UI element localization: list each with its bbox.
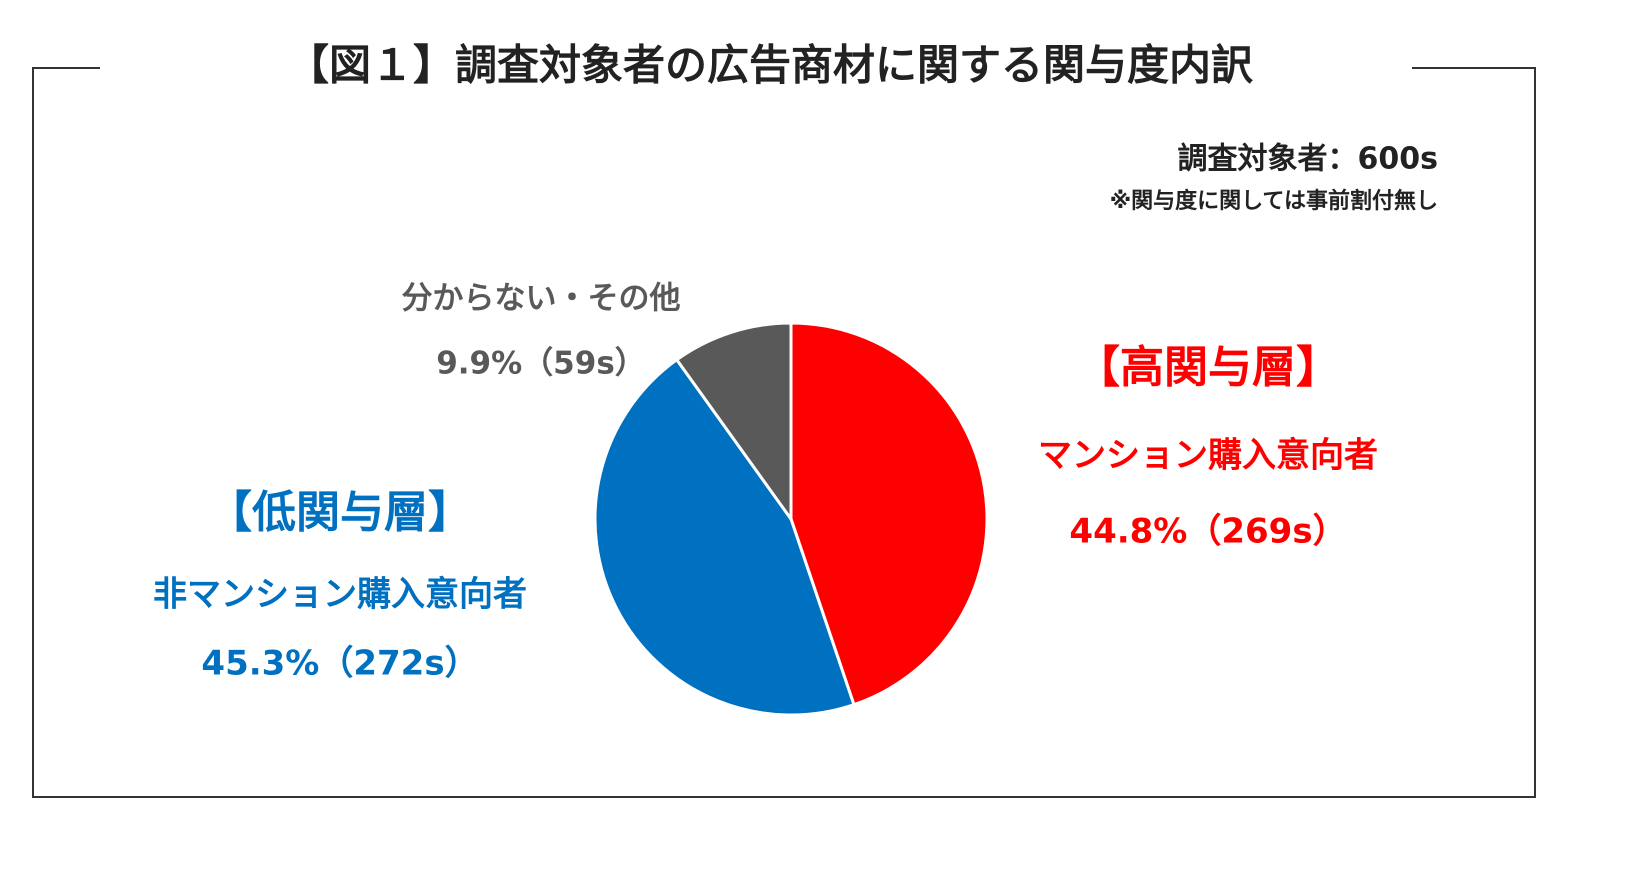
- frame: [32, 67, 1536, 798]
- value-label: 44.8%（269s）: [1069, 512, 1346, 552]
- pie-slice: [674, 321, 793, 524]
- slice-label: マンション購入意向者: [1038, 436, 1378, 476]
- value-label: 45.3%（272s）: [201, 644, 478, 684]
- pie-slice: [789, 321, 989, 707]
- value-label: 9.9%（59s）: [436, 346, 646, 382]
- slice-group-label: 【高関与層】: [1076, 342, 1340, 393]
- slice-label: 分からない・その他: [402, 281, 681, 317]
- slice-group-label: 【低関与層】: [208, 487, 472, 538]
- chart-note: ※関与度に関しては事前割付無し: [1110, 188, 1438, 214]
- slice-label: 非マンション購入意向者: [153, 575, 527, 615]
- pie-slice: [593, 357, 856, 717]
- chart-subtitle: 調査対象者：600s: [1178, 142, 1438, 177]
- chart-title: 【図１】調査対象者の広告商材に関する関与度内訳: [287, 41, 1254, 90]
